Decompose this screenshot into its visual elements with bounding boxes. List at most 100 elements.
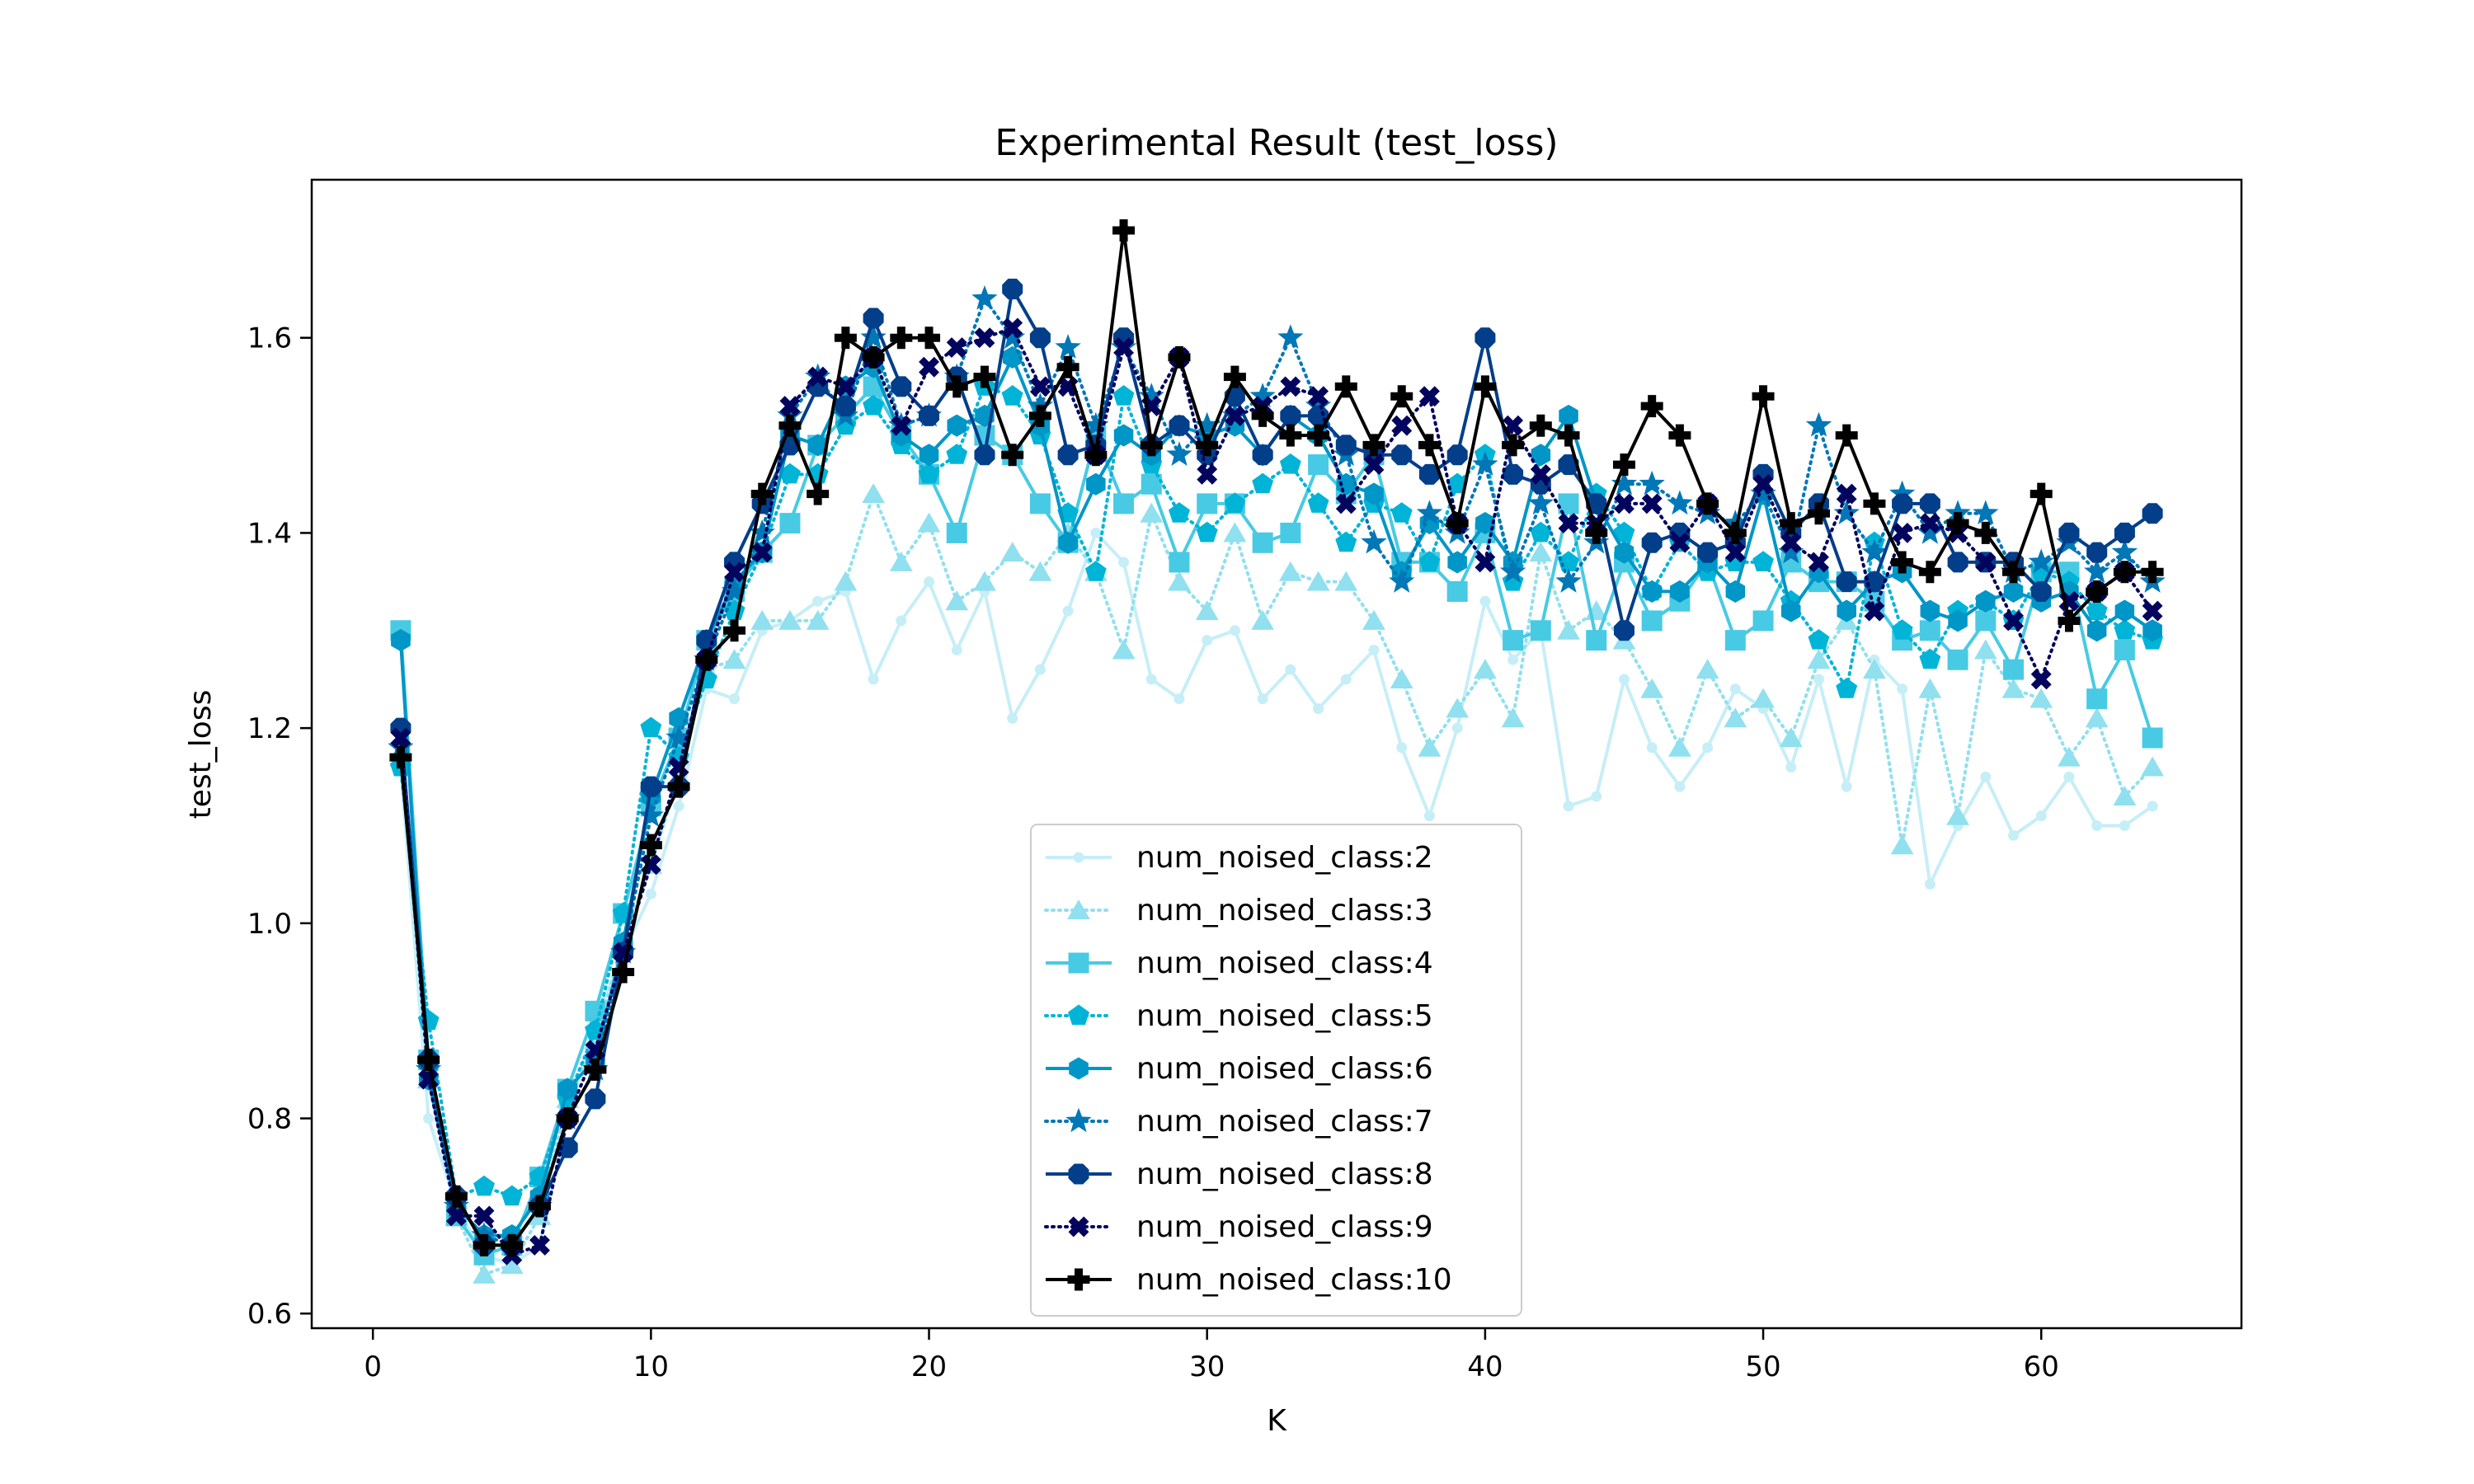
data-point xyxy=(2028,548,2054,574)
data-point xyxy=(1780,512,1803,535)
data-point xyxy=(1614,620,1634,641)
data-point xyxy=(2058,609,2081,632)
legend-marker xyxy=(1069,1057,1089,1080)
data-point xyxy=(1724,707,1747,728)
data-point xyxy=(729,693,741,705)
data-point xyxy=(1391,415,1413,436)
data-point xyxy=(1586,630,1607,651)
data-point xyxy=(1446,697,1470,718)
data-point xyxy=(1140,434,1163,457)
y-tick-label: 0.8 xyxy=(247,1103,292,1136)
data-point xyxy=(1976,589,1996,613)
y-tick-label: 1.4 xyxy=(247,517,292,550)
chart-title: Experimental Result (test_loss) xyxy=(995,122,1558,164)
data-point xyxy=(501,1233,524,1256)
legend-entry: num_noised_class:6 xyxy=(1046,1052,1433,1086)
data-point xyxy=(751,542,773,563)
legend-marker xyxy=(1068,1216,1089,1237)
data-point xyxy=(640,716,662,738)
data-point xyxy=(1084,561,1107,581)
data-point xyxy=(695,648,718,671)
data-point xyxy=(389,746,412,769)
legend-label: num_noised_class:10 xyxy=(1136,1263,1452,1297)
data-point xyxy=(1975,610,1997,632)
data-point xyxy=(1975,552,1997,573)
data-point xyxy=(1340,674,1352,685)
data-point xyxy=(1808,552,1829,573)
data-point xyxy=(1668,736,1691,757)
data-point xyxy=(807,366,829,387)
data-point xyxy=(946,444,968,464)
data-point xyxy=(1918,561,1941,584)
data-point xyxy=(645,888,656,899)
data-point xyxy=(1335,434,1357,456)
series-line xyxy=(398,228,2153,1247)
legend-label: num_noised_class:3 xyxy=(1136,894,1433,928)
data-point xyxy=(889,551,913,571)
data-point xyxy=(1279,453,1301,474)
data-point xyxy=(390,727,412,749)
data-point xyxy=(1224,405,1245,426)
data-point xyxy=(391,629,411,652)
data-point xyxy=(1670,580,1690,603)
data-point xyxy=(1835,424,1858,447)
data-point xyxy=(1389,568,1415,593)
data-point xyxy=(1168,571,1191,591)
data-point xyxy=(2091,819,2103,831)
data-point xyxy=(973,571,996,591)
data-point xyxy=(1113,424,1134,447)
data-point xyxy=(2063,771,2075,782)
data-point xyxy=(1696,659,1719,679)
data-point xyxy=(1805,411,1832,437)
data-point xyxy=(1251,404,1274,427)
data-point xyxy=(1364,482,1384,505)
data-point xyxy=(946,337,967,359)
legend-marker xyxy=(1073,852,1084,863)
data-point xyxy=(1924,878,1935,890)
x-tick-label: 40 xyxy=(1467,1350,1503,1383)
data-point xyxy=(722,649,746,669)
data-point xyxy=(1223,365,1246,388)
data-point xyxy=(1863,659,1886,679)
data-point xyxy=(1223,522,1247,542)
data-point xyxy=(1611,470,1638,495)
data-point xyxy=(1752,385,1775,408)
data-point xyxy=(1479,595,1491,607)
data-point xyxy=(1280,522,1301,543)
data-point xyxy=(1752,551,1774,571)
data-point xyxy=(750,609,774,630)
data-point xyxy=(749,519,775,544)
data-point xyxy=(584,1058,607,1081)
data-point xyxy=(1474,659,1497,679)
data-point xyxy=(951,644,962,655)
legend: num_noised_class:2 num_noised_class:3 num_… xyxy=(1030,824,1522,1317)
data-point xyxy=(1641,493,1663,514)
x-tick-label: 30 xyxy=(1189,1350,1225,1383)
data-point xyxy=(2114,639,2135,660)
data-point xyxy=(1781,599,1801,622)
data-point xyxy=(1892,493,1913,514)
data-point xyxy=(1028,404,1051,427)
data-point xyxy=(1780,532,1802,553)
data-point xyxy=(1145,674,1157,685)
data-point xyxy=(673,801,684,812)
x-axis-label: K xyxy=(1267,1404,1287,1438)
data-point xyxy=(1947,552,1968,573)
data-point xyxy=(1725,580,1746,603)
data-point xyxy=(834,571,858,591)
data-point xyxy=(1557,424,1580,447)
series-line xyxy=(398,326,2155,1257)
data-point xyxy=(528,1195,551,1218)
data-point xyxy=(1169,415,1190,436)
y-axis: 0.6 0.8 1.0 1.2 1.4 1.6 xyxy=(247,322,312,1331)
data-point xyxy=(639,834,662,857)
data-point xyxy=(2142,727,2163,749)
data-point xyxy=(1451,722,1463,734)
data-point xyxy=(1169,502,1190,523)
data-point xyxy=(919,356,939,378)
data-point xyxy=(1251,609,1274,630)
y-tick-label: 0.6 xyxy=(247,1298,292,1331)
data-point xyxy=(1118,556,1130,568)
legend-marker xyxy=(1068,1004,1089,1025)
data-point xyxy=(1507,654,1519,665)
